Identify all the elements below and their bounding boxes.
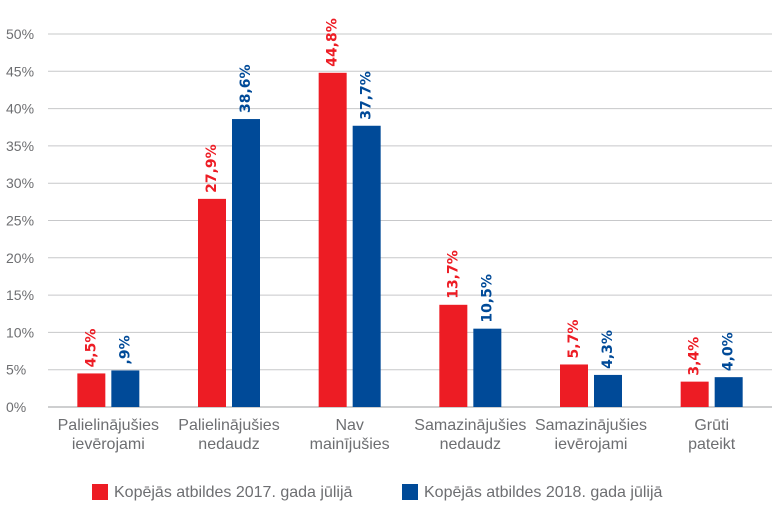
- legend-swatch-2017: [92, 484, 108, 500]
- data-label: 38,6%: [238, 64, 254, 113]
- category-label: Samazinājušies: [414, 417, 526, 434]
- category-labels: Palielinājušies ievērojami Palielinājušies…: [58, 417, 736, 453]
- y-tick-label: 25%: [6, 213, 34, 229]
- data-label: 4,0%: [721, 332, 737, 371]
- y-tick-label: 30%: [6, 175, 34, 191]
- data-label: 3,4%: [687, 337, 703, 376]
- y-tick-label: 50%: [6, 26, 34, 42]
- bar-2017-1: [198, 198, 226, 407]
- bar-2017-4: [560, 364, 588, 407]
- category-label: nedaudz: [440, 436, 501, 453]
- bars: [77, 72, 743, 408]
- y-tick-label: 45%: [6, 63, 34, 79]
- bar-2017-3: [439, 304, 468, 407]
- y-tick-label: 5%: [6, 362, 26, 378]
- y-tick-label: 40%: [6, 101, 34, 117]
- y-tick-label: 10%: [6, 324, 34, 340]
- data-label: 4,3%: [600, 330, 616, 369]
- bar-2018-1: [232, 119, 260, 407]
- category-label: Nav: [335, 417, 363, 434]
- bar-2017-2: [318, 72, 347, 408]
- legend-label: Kopējās atbildes 2017. gada jūlijā: [114, 484, 353, 501]
- data-label: 5,7%: [566, 320, 582, 359]
- data-label: 37,7%: [359, 71, 375, 120]
- category-label: nedaudz: [198, 436, 259, 453]
- category-label: ievērojami: [72, 436, 145, 453]
- legend: Kopējās atbildes 2017. gada jūlijā Kopējā…: [92, 484, 663, 501]
- y-axis-ticks: 0% 5% 10% 15% 20% 25% 30% 35% 40% 45% 50%: [6, 26, 34, 415]
- data-labels: 4,5% ,9% 27,9% 38,6% 44,8% 37,7% 13,7% 10,5% 5,7…: [83, 18, 736, 375]
- legend-swatch-2018: [402, 484, 418, 500]
- y-tick-label: 35%: [6, 138, 34, 154]
- data-label: 10,5%: [479, 274, 495, 323]
- data-label: 4,5%: [83, 329, 99, 368]
- y-tick-label: 0%: [6, 399, 26, 415]
- data-label: 13,7%: [445, 250, 461, 299]
- category-label: Palielinājušies: [58, 417, 159, 434]
- category-label: Grūti: [694, 417, 729, 434]
- category-label: ievērojami: [555, 436, 628, 453]
- bar-2018-2: [352, 125, 381, 408]
- bar-2017-5: [680, 381, 709, 407]
- bar-2017-0: [77, 373, 106, 407]
- bar-2018-5: [714, 377, 743, 407]
- y-tick-label: 20%: [6, 250, 34, 266]
- grid-lines: [48, 33, 772, 408]
- category-label: Palielinājušies: [178, 417, 279, 434]
- data-label: 44,8%: [325, 18, 341, 67]
- bar-2018-3: [473, 328, 502, 407]
- category-label: mainījušies: [310, 436, 390, 453]
- data-label: ,9%: [117, 335, 133, 364]
- y-tick-label: 15%: [6, 287, 34, 303]
- data-label: 27,9%: [204, 144, 220, 193]
- bar-2018-4: [594, 374, 622, 407]
- legend-label: Kopējās atbildes 2018. gada jūlijā: [424, 484, 663, 501]
- bar-2018-0: [111, 370, 140, 407]
- category-label: pateikt: [688, 436, 736, 453]
- category-label: Samazinājušies: [535, 417, 647, 434]
